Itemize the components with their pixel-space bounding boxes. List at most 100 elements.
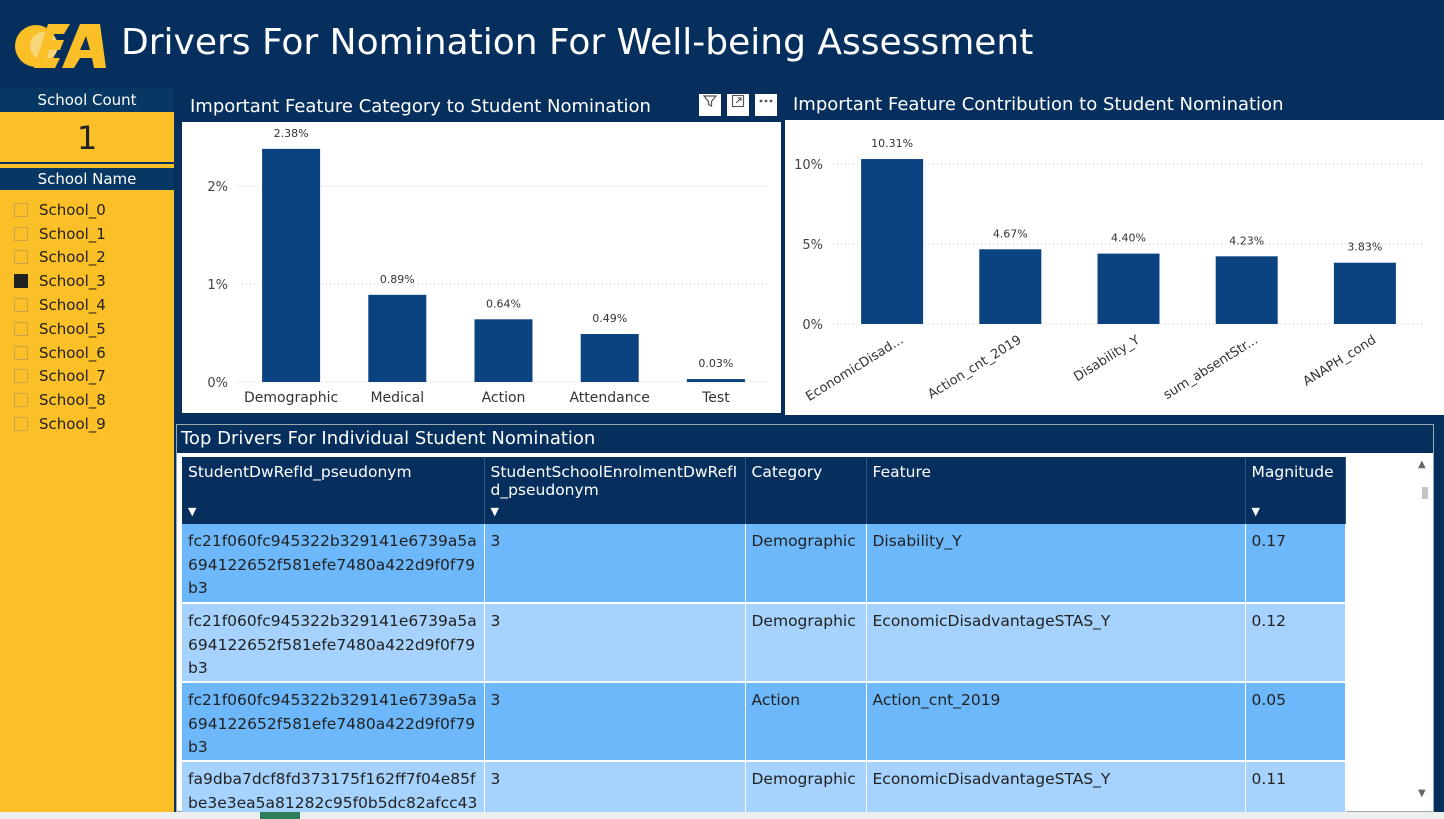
school-name-label: School Name	[0, 168, 174, 190]
table-cell: Demographic	[745, 761, 867, 817]
focus-mode-icon[interactable]	[727, 94, 749, 116]
x-category-label: Action_cnt_2019	[925, 333, 1024, 403]
feature-contribution-chart-visual[interactable]: Important Feature Contribution to Studen…	[785, 90, 1444, 415]
school-checkbox[interactable]	[14, 417, 28, 432]
page-tab-bar	[0, 812, 1444, 819]
sort-descending-icon[interactable]: ▼	[188, 505, 197, 518]
scroll-down-icon[interactable]: ▼	[1418, 788, 1426, 799]
y-tick-label: 10%	[794, 158, 823, 173]
school-slicer-item[interactable]: School_9	[14, 412, 164, 436]
top-drivers-table: StudentDwRefId_pseudonym ▼ StudentSchoolEn…	[182, 457, 1346, 817]
school-checkbox[interactable]	[14, 345, 28, 360]
top-drivers-table-title: Top Drivers For Individual Student Nomin…	[177, 425, 1433, 453]
table-cell: Action	[745, 682, 867, 762]
table-row[interactable]: fc21f060fc945322b329141e6739a5a694122652…	[182, 603, 1346, 683]
bar[interactable]	[1097, 253, 1160, 324]
bar[interactable]	[686, 379, 745, 382]
bar[interactable]	[368, 294, 427, 382]
data-label: 0.89%	[380, 273, 415, 286]
sort-descending-icon[interactable]: ▼	[1251, 505, 1260, 518]
table-cell: Action_cnt_2019	[866, 682, 1246, 762]
school-checkbox[interactable]	[14, 202, 28, 217]
school-slicer-item[interactable]: School_3	[14, 269, 164, 293]
bar[interactable]	[262, 148, 321, 382]
school-name-text: School_9	[39, 415, 106, 434]
bar[interactable]	[979, 249, 1042, 324]
school-checkbox[interactable]	[14, 369, 28, 384]
x-category-label: Action	[482, 390, 526, 406]
school-name-text: School_1	[39, 224, 106, 243]
table-row[interactable]: fc21f060fc945322b329141e6739a5a694122652…	[182, 524, 1346, 604]
table-cell: 0.11	[1245, 761, 1346, 817]
school-count-label: School Count	[0, 88, 174, 112]
y-tick-label: 1%	[207, 278, 228, 293]
column-header[interactable]: StudentDwRefId_pseudonym ▼	[182, 457, 485, 524]
school-checkbox[interactable]	[14, 393, 28, 408]
sort-descending-icon[interactable]: ▼	[490, 505, 499, 518]
column-header-label: Feature	[872, 463, 932, 481]
school-checkbox[interactable]	[14, 226, 28, 241]
column-header[interactable]: StudentSchoolEnrolmentDwRefId_pseudonym ▼	[484, 457, 746, 524]
table-cell: 3	[484, 524, 746, 604]
school-slicer-item[interactable]: School_0	[14, 198, 164, 222]
column-header[interactable]: Feature	[866, 457, 1246, 524]
x-category-label: Attendance	[569, 390, 649, 406]
school-slicer-item[interactable]: School_4	[14, 293, 164, 317]
data-label: 10.31%	[871, 137, 913, 150]
school-name-text: School_8	[39, 391, 106, 410]
school-name-text: School_4	[39, 296, 106, 315]
school-count-card: 1	[0, 112, 174, 164]
y-tick-label: 0%	[207, 376, 228, 391]
y-tick-label: 5%	[802, 238, 823, 253]
school-name-text: School_0	[39, 200, 106, 219]
school-checkbox[interactable]	[14, 298, 28, 313]
bar[interactable]	[1333, 262, 1396, 324]
data-label: 0.03%	[698, 357, 733, 370]
bar[interactable]	[861, 159, 924, 324]
x-category-label: ANAPH_cond	[1300, 333, 1379, 390]
school-checkbox[interactable]	[14, 274, 28, 289]
data-label: 0.64%	[486, 297, 521, 310]
table-cell: 0.05	[1245, 682, 1346, 762]
school-slicer-item[interactable]: School_2	[14, 246, 164, 270]
school-slicer-item[interactable]: School_8	[14, 388, 164, 412]
cea-logo	[15, 24, 106, 68]
table-cell: fc21f060fc945322b329141e6739a5a694122652…	[182, 603, 485, 683]
scroll-thumb[interactable]	[1422, 487, 1428, 499]
more-options-icon[interactable]	[755, 94, 777, 116]
column-header[interactable]: Category	[745, 457, 867, 524]
report-header: Drivers For Nomination For Well-being As…	[0, 0, 1444, 88]
data-label: 0.49%	[592, 312, 627, 325]
x-category-label: EconomicDisad...	[803, 333, 906, 405]
school-checkbox[interactable]	[14, 250, 28, 265]
school-slicer-item[interactable]: School_1	[14, 222, 164, 246]
data-label: 4.67%	[993, 227, 1028, 240]
y-tick-label: 0%	[802, 318, 823, 333]
school-slicer-list: School_0 School_1 School_2 School_3 School_4…	[14, 198, 164, 436]
feature-contribution-chart-title: Important Feature Contribution to Studen…	[785, 90, 1444, 120]
school-name-text: School_3	[39, 272, 106, 291]
school-slicer-item[interactable]: School_5	[14, 317, 164, 341]
table-scrollbar[interactable]: ▲ ▼	[1418, 459, 1430, 799]
bar[interactable]	[580, 334, 639, 382]
x-category-label: sum_absentStr...	[1161, 333, 1261, 403]
feature-category-chart-visual[interactable]: Important Feature Category to Student No…	[180, 90, 783, 415]
bar[interactable]	[474, 319, 533, 382]
school-slicer-item[interactable]: School_6	[14, 341, 164, 365]
table-cell: EconomicDisadvantageSTAS_Y	[866, 761, 1246, 817]
top-drivers-table-visual[interactable]: Top Drivers For Individual Student Nomin…	[176, 424, 1434, 817]
table-row[interactable]: fc21f060fc945322b329141e6739a5a694122652…	[182, 682, 1346, 762]
table-row[interactable]: fa9dba7dcf8fd373175f162ff7f04e85fbe3e3ea…	[182, 761, 1346, 817]
school-name-text: School_5	[39, 319, 106, 338]
bar[interactable]	[1215, 256, 1278, 324]
school-slicer-item[interactable]: School_7	[14, 365, 164, 389]
filter-icon[interactable]	[699, 94, 721, 116]
column-header-label: Magnitude	[1251, 463, 1334, 481]
column-header[interactable]: Magnitude ▼	[1245, 457, 1346, 524]
scroll-up-icon[interactable]: ▲	[1418, 459, 1426, 470]
active-page-tab[interactable]	[260, 812, 300, 819]
school-checkbox[interactable]	[14, 321, 28, 336]
table-cell: Disability_Y	[866, 524, 1246, 604]
table-cell: EconomicDisadvantageSTAS_Y	[866, 603, 1246, 683]
column-header-label: StudentDwRefId_pseudonym	[188, 463, 412, 481]
